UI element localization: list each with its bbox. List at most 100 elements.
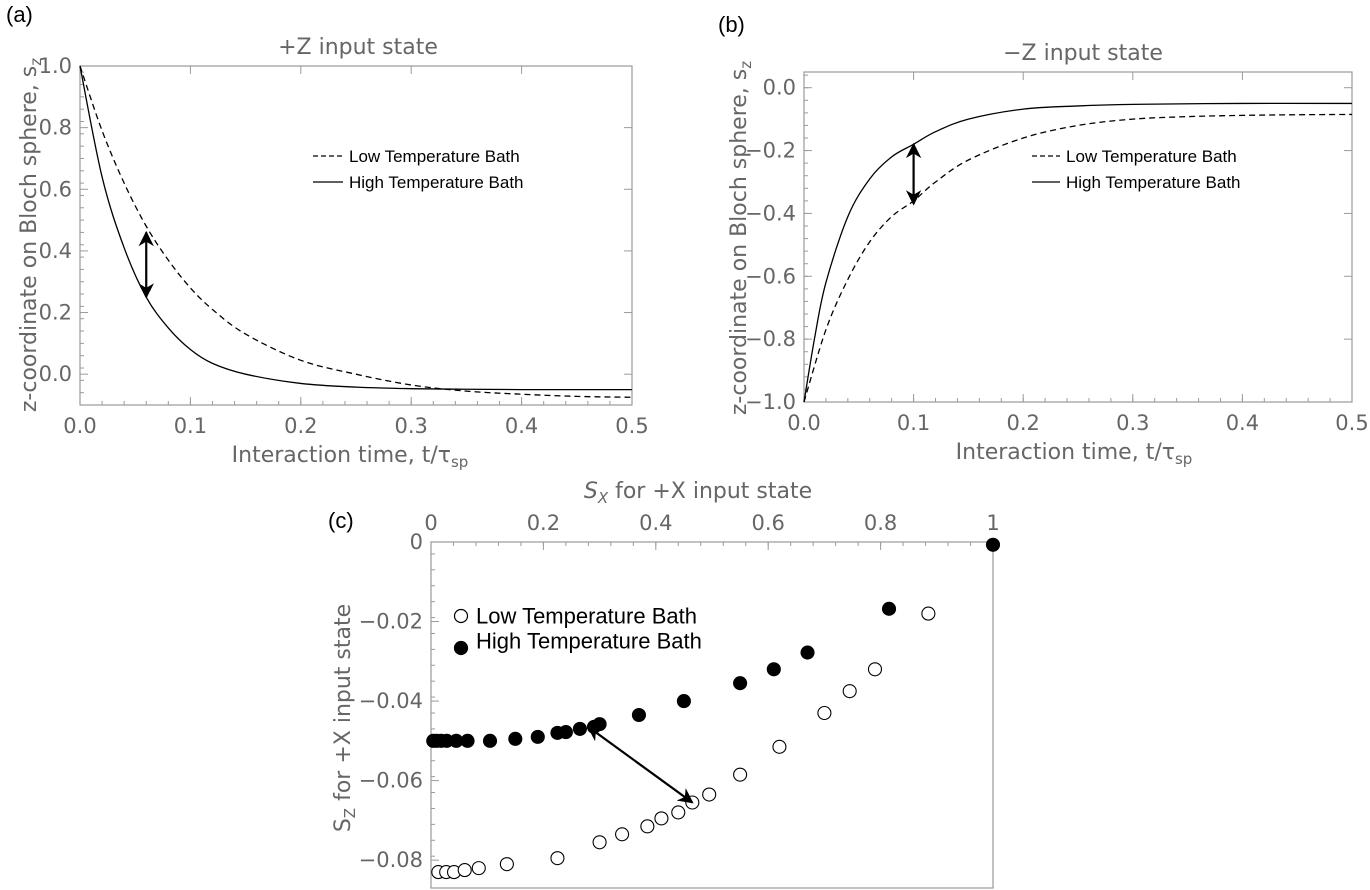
high-temperature-point xyxy=(766,662,781,677)
panel-a-xlabel-main: Interaction time, t/τ xyxy=(232,443,451,468)
y-tick-label: 0.6 xyxy=(39,177,72,201)
y-tick-label: −0.02 xyxy=(359,610,423,634)
y-tick-label: −0.04 xyxy=(359,689,423,713)
panel-b-series xyxy=(803,102,1353,403)
panel-c-ylabel: SZ for +X input state xyxy=(331,604,359,832)
high-temperature-curve xyxy=(79,65,632,391)
panel-c-xlabel-main: S xyxy=(584,479,598,504)
panel-b-xlabel: Interaction time, t/τsp xyxy=(956,440,1193,468)
low-temperature-point xyxy=(654,811,669,826)
x-tick-label: 0.2 xyxy=(284,414,317,438)
y-tick-label: 0.2 xyxy=(39,301,72,325)
y-tick-label: 0 xyxy=(410,530,423,554)
low-temperature-point xyxy=(671,805,686,820)
panel-a-series xyxy=(79,65,633,398)
y-tick-label: −0.6 xyxy=(745,264,796,288)
low-temperature-point xyxy=(842,684,857,699)
panel-c-legend-high: High Temperature Bath xyxy=(476,629,702,654)
y-tick-label: −0.4 xyxy=(745,201,796,225)
panel-c-ylabel-sub: Z xyxy=(341,808,359,818)
x-tick-label: 0.5 xyxy=(1335,411,1368,435)
panel-c-ticks xyxy=(430,541,994,889)
x-tick-label: 0 xyxy=(424,511,437,535)
y-tick-label: −1.0 xyxy=(745,390,796,414)
low-temperature-point xyxy=(867,662,883,677)
panel-c-xlabel-sub: X xyxy=(597,489,609,507)
low-temperature-point xyxy=(615,827,630,842)
y-tick-label: −0.8 xyxy=(745,327,796,351)
x-tick-label: 0.0 xyxy=(787,411,820,435)
low-temperature-point xyxy=(772,739,787,754)
panel-a-xlabel-sub: sp xyxy=(451,453,468,471)
low-temperature-point xyxy=(702,787,717,802)
panel-c-annotation xyxy=(587,726,694,804)
panel-b-ylabel: z-coordinate on Bloch sphere, sz xyxy=(727,61,755,415)
panel-a-x-tick-labels: 0.0 0.1 0.2 0.3 0.4 0.5 xyxy=(63,414,648,438)
low-temperature-point xyxy=(499,857,514,872)
panel-c-legend-swatch-low xyxy=(453,608,469,624)
low-temperature-point xyxy=(550,851,565,866)
panel-a-plot-frame xyxy=(79,65,633,406)
panel-b-legend-high: High Temperature Bath xyxy=(1066,173,1241,192)
x-tick-label: 1 xyxy=(986,511,999,535)
y-tick-label: −0.08 xyxy=(359,848,423,872)
high-temperature-curve xyxy=(803,102,1353,403)
high-temperature-point xyxy=(482,733,498,748)
panel-c-y-tick-labels: 0 −0.02 −0.04 −0.06 −0.08 xyxy=(359,530,423,872)
panel-a-title: +Z input state xyxy=(278,35,438,60)
panel-c-legend-swatch-high xyxy=(453,640,469,656)
high-temperature-point xyxy=(676,694,691,709)
low-temperature-point xyxy=(471,861,486,876)
panel-a: (a) +Z input state 0.0 0.1 0.2 0.3 0.4 0.5 1.… xyxy=(6,2,649,471)
panel-a-legend-high: High Temperature Bath xyxy=(349,173,524,192)
high-temperature-point xyxy=(572,721,587,736)
low-temperature-point xyxy=(457,863,472,878)
x-tick-label: 0.8 xyxy=(864,511,897,535)
x-tick-label: 0.4 xyxy=(1226,411,1259,435)
panel-a-ylabel: z-coordinate on Bloch sphere, sz xyxy=(17,58,45,412)
panel-b-label: (b) xyxy=(718,12,745,37)
low-temperature-point xyxy=(640,819,655,834)
high-temperature-point xyxy=(460,733,475,748)
difference-double-arrow xyxy=(587,726,694,804)
panel-c-legend: Low Temperature Bath High Temperature Ba… xyxy=(453,604,702,656)
panel-b-plot-frame xyxy=(803,71,1353,403)
x-tick-label: 0.3 xyxy=(394,414,427,438)
panel-a-ylabel-sub: z xyxy=(27,58,45,66)
high-temperature-point xyxy=(508,731,523,746)
panel-c-xlabel-rest: for +X input state xyxy=(608,479,812,504)
low-temperature-curve xyxy=(79,65,633,398)
x-tick-label: 0.0 xyxy=(63,414,96,438)
y-tick-label: 0.4 xyxy=(39,239,72,263)
panel-c-plot-frame xyxy=(430,541,994,889)
panel-a-label: (a) xyxy=(6,2,33,27)
panel-a-y-tick-labels: 1.0 0.8 0.6 0.4 0.2 0.0 xyxy=(39,54,72,386)
panel-b-ylabel-main: z-coordinate on Bloch sphere, s xyxy=(727,69,752,415)
high-temperature-point xyxy=(733,676,748,691)
x-tick-label: 0.4 xyxy=(505,414,538,438)
panel-a-xlabel: Interaction time, t/τsp xyxy=(232,443,469,471)
panel-b-legend-low: Low Temperature Bath xyxy=(1066,147,1237,166)
panel-b-xlabel-sub: sp xyxy=(1175,450,1192,468)
y-tick-label: −0.06 xyxy=(359,769,423,793)
panel-c-label: (c) xyxy=(328,508,354,533)
panel-a-legend: Low Temperature Bath High Temperature Ba… xyxy=(313,147,524,192)
high-temperature-point xyxy=(592,717,607,732)
high-temperature-point xyxy=(558,725,573,740)
low-temperature-point xyxy=(817,705,832,721)
panel-a-ylabel-main: z-coordinate on Bloch sphere, s xyxy=(17,66,42,412)
panel-b-ylabel-sub: z xyxy=(737,61,755,69)
panel-b-ticks xyxy=(803,72,1353,403)
panel-c-series xyxy=(426,537,1001,880)
y-tick-label: 0.8 xyxy=(39,116,72,140)
low-temperature-point xyxy=(733,767,748,782)
panel-c-ylabel-main: S xyxy=(331,818,356,832)
x-tick-label: 0.2 xyxy=(527,511,560,535)
panel-c-x-tick-labels: 0 0.2 0.4 0.6 0.8 1 xyxy=(424,511,999,535)
panel-b-legend: Low Temperature Bath High Temperature Ba… xyxy=(1032,147,1241,192)
x-tick-label: 0.5 xyxy=(615,414,648,438)
panel-b-x-tick-labels: 0.0 0.1 0.2 0.3 0.4 0.5 xyxy=(787,411,1368,435)
y-tick-label: 1.0 xyxy=(39,54,72,78)
low-temperature-point xyxy=(921,606,936,621)
